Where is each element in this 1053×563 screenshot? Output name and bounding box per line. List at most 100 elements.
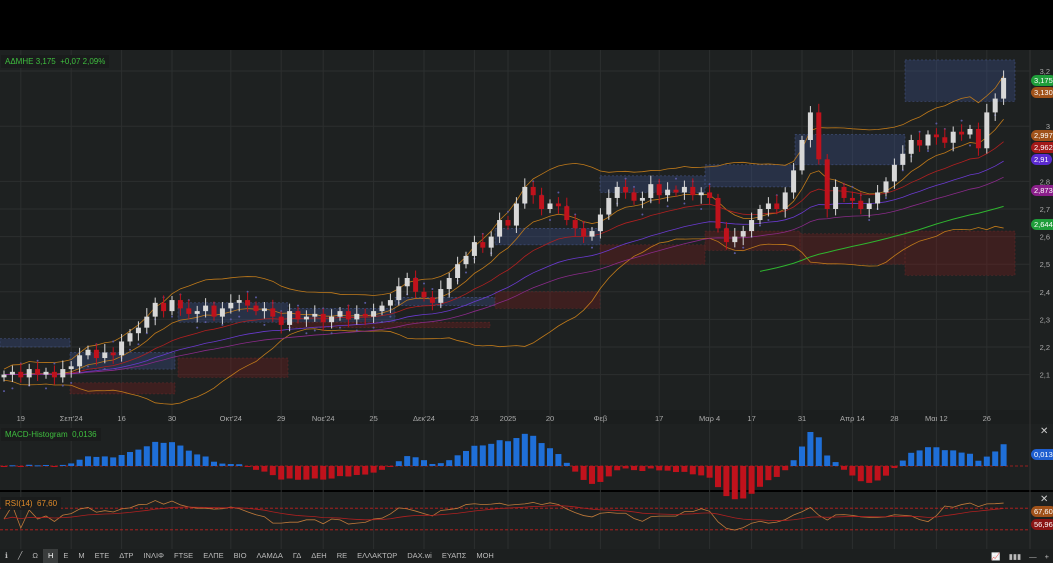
candle-body [345,311,351,320]
toolbar-item[interactable]: ΔΕΗ [311,551,327,560]
toolbar-item[interactable]: ΕΛΛΑΚΤΩΡ [357,551,398,560]
y-tick-label: 2,4 [1040,288,1050,297]
info-icon[interactable]: ℹ [5,551,8,560]
macd-bar [807,432,814,466]
price-chart[interactable]: 3,2 3 2,8 2,7 2,6 2,5 2,4 2,3 2,2 2,1 19 Σεπ'24 16 30… [0,50,1053,549]
macd-bar [244,466,251,467]
rsi-signal-badge: 56,96 [1031,519,1053,530]
candle-body [547,203,553,209]
toolbar-item[interactable]: ΕΛΠΕ [203,551,224,560]
sar-mark [171,315,173,318]
price-badge: 2,91 [1031,154,1052,166]
x-tick-label: Οκτ'24 [220,414,242,423]
candle-body [740,231,746,237]
x-tick-label: 26 [983,414,991,423]
sma-long [759,205,1004,272]
candle-body [900,153,906,165]
candle-body [942,137,948,143]
candle-body [261,308,267,312]
candle-body [833,186,839,209]
zoom-out-icon[interactable]: — [1029,551,1037,561]
candle-body [253,305,259,312]
candle-body [539,195,545,209]
candle-body [581,228,587,237]
y-tick-label: 2,5 [1040,260,1050,269]
sar-mark [675,177,677,180]
candle-body [681,186,687,193]
candle-body [18,371,24,378]
macd-bar [404,456,411,466]
close-rsi-icon[interactable]: ✕ [1040,494,1049,505]
candle-body [917,140,923,146]
candle-body [959,131,965,135]
candle-body [984,112,990,149]
close-macd-icon[interactable]: ✕ [1040,426,1049,437]
toolbar-item[interactable]: ΒΙΟ [233,551,247,560]
candle-body [463,255,469,265]
main-pane-bg [0,50,1053,410]
macd-bar [93,456,100,466]
x-axis-bg [0,410,1053,424]
zoom-in-icon[interactable]: + [1044,551,1049,561]
toolbar-item[interactable]: ΔΤΡ [119,551,134,560]
macd-bar [731,466,738,500]
macd-bar [437,463,444,466]
toolbar-item[interactable]: ΜΟΗ [476,551,494,560]
candle-body [656,184,662,196]
sar-mark [851,185,854,188]
macd-bar [412,457,419,466]
change: +0,07 [60,57,81,66]
sar-mark [3,390,5,393]
change-pct: 2,09% [82,57,106,66]
toolbar-item[interactable]: ΕΥΑΠΣ [441,551,467,560]
candle-body [597,214,603,232]
supply-zone [704,164,796,188]
macd-bar [1000,444,1007,466]
candle-body [950,131,956,143]
candle-body [245,300,251,306]
toolbar-item[interactable]: ΓΔ [292,551,302,560]
toolbar-item[interactable]: ΛΑΜΔΑ [256,551,283,560]
macd-bar [958,452,965,466]
toolbar-item[interactable]: ΙΝΛΙΦ [143,551,165,560]
y-tick-label: 2,8 [1040,177,1050,186]
volume-icon[interactable]: ▮▮▮ [1008,551,1022,561]
candle-body [194,311,200,314]
sar-mark [297,304,299,307]
toolbar-item[interactable]: RE [336,551,348,560]
candle-body [807,112,813,140]
macd-bar [681,466,688,472]
macd-bar [1,466,7,467]
macd-bar [941,450,948,466]
sar-mark [112,340,115,343]
sar-mark [591,246,593,249]
sar-mark [255,296,257,299]
x-tick-label: 16 [117,414,125,423]
macd-bar [908,452,915,466]
candle-body [631,192,637,201]
candle-body [135,327,141,334]
candle-body [35,369,41,375]
toolbar-item[interactable]: ΕΤΕ [94,551,110,560]
candle-body [85,349,91,356]
toolbar-item[interactable]: Μ [78,551,85,560]
sar-mark [389,315,392,318]
macd-bar [631,466,637,471]
toolbar-item[interactable]: FTSE [174,551,194,560]
chart-type-icon[interactable]: 📈 [991,551,1001,561]
candle-body [295,311,301,320]
sar-mark [885,196,887,199]
candle-body [673,189,679,193]
draw-line-icon[interactable]: ╱ [17,551,23,560]
sar-mark [683,202,686,205]
macd-bar [547,448,553,466]
macd-bar [295,466,301,480]
x-tick-label: 20 [546,414,554,423]
toolbar-item[interactable]: DAX.wi [407,551,432,560]
toolbar-item[interactable]: Η [42,549,59,563]
toolbar-item[interactable]: Ε [63,551,69,560]
sar-mark [263,323,266,326]
toolbar-item[interactable]: Ω [32,551,38,560]
supply-zone [904,59,1016,102]
candle-body [665,189,671,196]
